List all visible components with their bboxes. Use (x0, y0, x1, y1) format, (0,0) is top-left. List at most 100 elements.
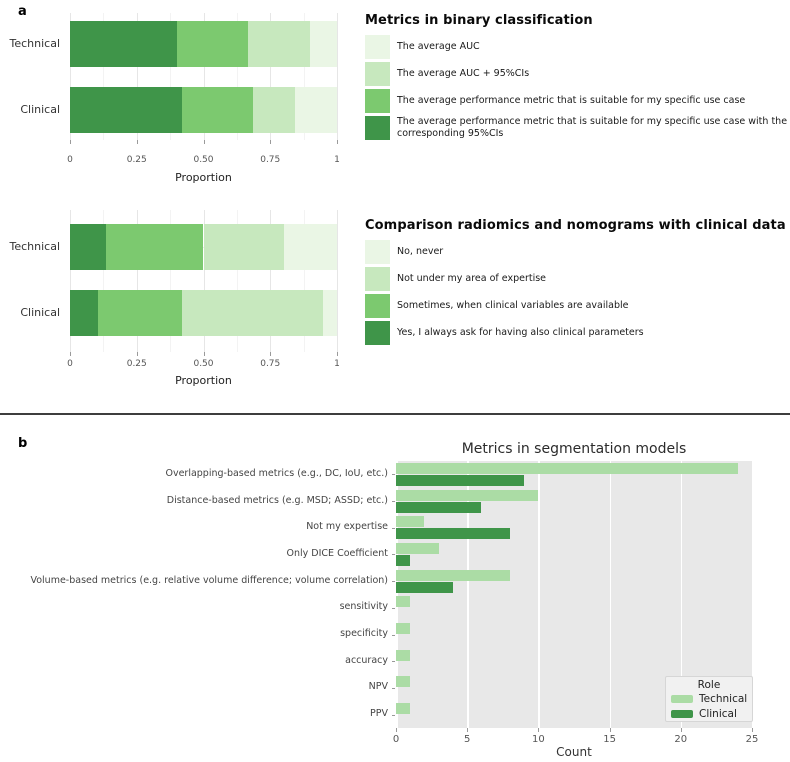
x-tick-label: 0 (67, 155, 73, 165)
legend-item: Yes, I always ask for having also clinic… (365, 321, 790, 345)
legend-label: The average AUC + 95%CIs (397, 67, 530, 79)
y-category-label: Distance-based metrics (e.g. MSD; ASSD; … (166, 494, 388, 506)
legend-swatch (365, 321, 390, 345)
legend-item: Technical (666, 692, 752, 706)
category-gridline (70, 313, 337, 314)
x-tick (136, 352, 138, 356)
major-gridline (70, 210, 71, 352)
technical-bar (396, 516, 425, 528)
legend-label: The average performance metric that is s… (397, 94, 746, 106)
legend-swatch (365, 294, 390, 318)
y-category-label: PPV (370, 708, 388, 720)
y-category-label: Only DICE Coefficient (286, 547, 388, 559)
legend-label: Yes, I always ask for having also clinic… (397, 326, 644, 338)
legend-swatch (365, 240, 390, 264)
x-tick-label: 0 (392, 734, 400, 745)
minor-gridline (170, 210, 172, 352)
bar-segment (105, 224, 204, 270)
technical-bar (396, 623, 411, 635)
clinical-bar (396, 528, 510, 540)
major-gridline (270, 13, 272, 140)
y-tick (392, 661, 395, 663)
legend-item: Sometimes, when clinical variables are a… (365, 294, 790, 318)
bar-segment (283, 224, 337, 270)
x-tick (203, 352, 205, 356)
legend-swatch (365, 35, 390, 59)
y-category-label: NPV (368, 681, 388, 693)
bar-segment (182, 87, 253, 133)
y-category-label: Not my expertise (306, 521, 388, 533)
x-tick-label: 25 (745, 734, 759, 745)
panel-divider (0, 413, 790, 415)
category-label: Technical (9, 37, 60, 50)
x-tick-label: 0.50 (193, 155, 214, 165)
minor-gridline (103, 210, 105, 352)
technical-bar (396, 676, 411, 688)
bar-segment (310, 21, 337, 67)
major-gridline (203, 210, 205, 352)
bar-segment (70, 21, 177, 67)
y-category-label: Volume-based metrics (e.g. relative volu… (30, 574, 388, 586)
axis-title-proportion-2: Proportion (175, 374, 232, 387)
gridline (680, 461, 683, 728)
y-tick (392, 554, 395, 556)
x-tick-label: 1 (334, 359, 340, 369)
legend-item: The average performance metric that is s… (365, 89, 790, 113)
bar-segment (70, 290, 99, 336)
minor-gridline (236, 13, 238, 140)
technical-bar (396, 649, 411, 661)
x-tick (538, 728, 540, 732)
legend-item: No, never (365, 240, 790, 264)
category-gridline (70, 247, 337, 248)
chart-title-segmentation: Metrics in segmentation models (461, 441, 687, 457)
category-gridline (70, 110, 337, 111)
technical-bar (396, 462, 738, 474)
x-tick (203, 140, 205, 144)
axis-title-count: Count (556, 745, 592, 759)
x-tick-label: 10 (532, 734, 545, 745)
legend-label: Sometimes, when clinical variables are a… (397, 299, 629, 311)
x-tick-label: 0.75 (260, 155, 281, 165)
legend-swatch (365, 116, 390, 141)
technical-bar (396, 703, 411, 715)
minor-gridline (170, 13, 172, 140)
panel-a-label: a (18, 4, 27, 19)
technical-bar (396, 489, 539, 501)
legend-label: Not under my area of expertise (397, 272, 547, 284)
gridline (396, 461, 398, 728)
gridline (467, 461, 469, 728)
x-tick-label: 0 (67, 359, 73, 369)
y-tick (392, 714, 395, 716)
clinical-bar (396, 554, 411, 566)
y-tick (392, 474, 395, 476)
legend-swatch (365, 62, 390, 86)
x-tick (467, 728, 469, 732)
x-tick-label: 1 (334, 155, 340, 165)
bar-segment (176, 21, 249, 67)
major-gridline (136, 210, 138, 352)
x-tick (396, 728, 397, 732)
legend-role: Role Technical Clinical (665, 676, 753, 722)
x-tick (337, 140, 338, 144)
x-tick-label: 5 (464, 734, 471, 745)
legend-items: No, never Not under my area of expertise S… (365, 240, 790, 345)
major-gridline (70, 13, 71, 140)
clinical-bar (396, 474, 525, 486)
legend-label: No, never (397, 245, 444, 257)
x-tick-label: 0.25 (126, 155, 147, 165)
legend-item: The average performance metric that is s… (365, 116, 790, 141)
legend-title: Comparison radiomics and nomograms with … (365, 218, 786, 233)
bar-segment (182, 290, 323, 336)
panel-b-label: b (18, 436, 28, 451)
x-tick-label: 15 (603, 734, 616, 745)
bar-segment (98, 290, 183, 336)
legend-title: Role (697, 679, 721, 691)
legend-label: Technical (699, 693, 748, 705)
y-tick (392, 687, 395, 689)
gridline (538, 461, 540, 728)
y-category-label: Overlapping-based metrics (e.g., DC, IoU… (165, 467, 388, 479)
y-category-label: specificity (340, 628, 388, 640)
category-label: Technical (9, 240, 60, 253)
y-tick (392, 527, 395, 529)
